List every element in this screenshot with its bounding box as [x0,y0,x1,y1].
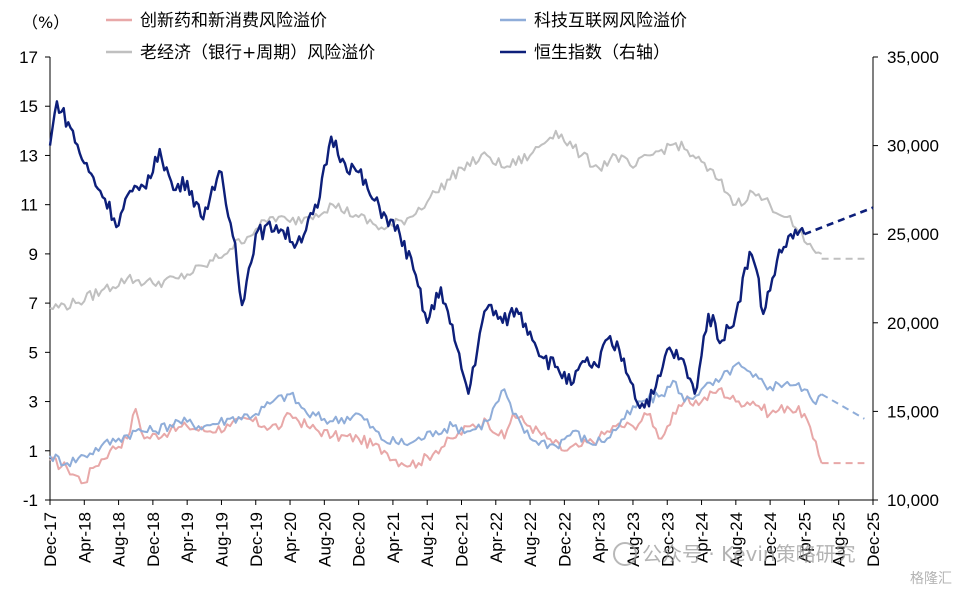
right-tick-label: 15,000 [887,402,939,421]
x-tick-label: Apr-25 [795,512,814,563]
left-tick-label: 3 [29,393,38,412]
series-line-2 [49,129,823,311]
svg-text:格隆汇: 格隆汇 [910,571,952,587]
x-tick-label: Apr-22 [487,512,506,563]
x-tick-label: Apr-19 [178,512,197,563]
x-tick-label: Dec-22 [555,512,574,567]
legend-item-tech-internet: 科技互联网风险溢价 [500,11,687,31]
right-tick-label: 20,000 [887,314,939,333]
left-tick-label: 1 [29,442,38,461]
x-tick-label: Dec-21 [453,512,472,567]
left-tick-label: 9 [29,245,38,264]
x-tick-label: Apr-23 [590,512,609,563]
axes: -1135791113151710,00015,00020,00025,0003… [19,48,939,567]
x-tick-label: Aug-23 [624,512,643,567]
svg-text:创新药和新消费风险溢价: 创新药和新消费风险溢价 [140,11,327,31]
left-tick-label: -1 [23,491,38,510]
series-projection-1 [821,393,865,420]
x-tick-label: Dec-20 [350,512,369,567]
x-tick-label: Aug-18 [110,512,129,567]
x-tick-label: Dec-19 [247,512,266,567]
x-tick-label: Aug-22 [521,512,540,567]
svg-text:老经济（银行+周期）风险溢价: 老经济（银行+周期）风险溢价 [140,43,375,63]
x-tick-label: Aug-24 [727,512,746,567]
right-tick-label: 30,000 [887,137,939,156]
wechat-icon [613,542,637,566]
y-unit-label: （%） [22,13,69,32]
x-tick-label: Apr-20 [281,512,300,563]
x-tick-label: Aug-20 [315,512,334,567]
series-line-1 [49,361,823,468]
legend-item-hang-seng: 恒生指数（右轴） [500,43,670,63]
svg-text:科技互联网风险溢价: 科技互联网风险溢价 [534,11,687,31]
series-layer [48,100,874,485]
x-tick-label: Dec-23 [658,512,677,567]
x-tick-label: Apr-18 [75,512,94,563]
right-tick-label: 25,000 [887,225,939,244]
right-tick-label: 10,000 [887,491,939,510]
x-tick-label: Aug-25 [830,512,849,567]
left-tick-label: 15 [19,97,38,116]
svg-text:恒生指数（右轴）: 恒生指数（右轴） [534,43,670,63]
legend: 创新药和新消费风险溢价 科技互联网风险溢价 老经济（银行+周期）风险溢价 恒生指… [106,11,687,63]
series-line-0 [49,387,823,485]
x-tick-label: Aug-21 [418,512,437,567]
series-line-3 [48,100,806,410]
x-tick-label: Dec-24 [761,512,780,567]
left-tick-label: 5 [29,343,38,362]
x-tick-label: Dec-18 [144,512,163,567]
legend-item-innovative-drugs: 创新药和新消费风险溢价 [106,11,327,31]
x-tick-label: Dec-25 [864,512,883,567]
left-tick-label: 17 [19,48,38,67]
watermark: 公众号 · Kevin策略研究 格隆汇 [613,542,952,587]
x-tick-label: Apr-21 [384,512,403,563]
x-tick-label: Aug-19 [212,512,231,567]
left-tick-label: 7 [29,294,38,313]
svg-text:公众号 · Kevin策略研究: 公众号 · Kevin策略研究 [642,542,856,566]
left-tick-label: 11 [20,196,38,215]
x-tick-label: Dec-17 [41,512,60,567]
legend-item-old-economy: 老经济（银行+周期）风险溢价 [106,43,375,63]
left-tick-label: 13 [19,146,38,165]
series-projection-3 [803,206,874,236]
right-tick-label: 35,000 [887,48,939,67]
x-tick-label: Apr-24 [693,512,712,563]
